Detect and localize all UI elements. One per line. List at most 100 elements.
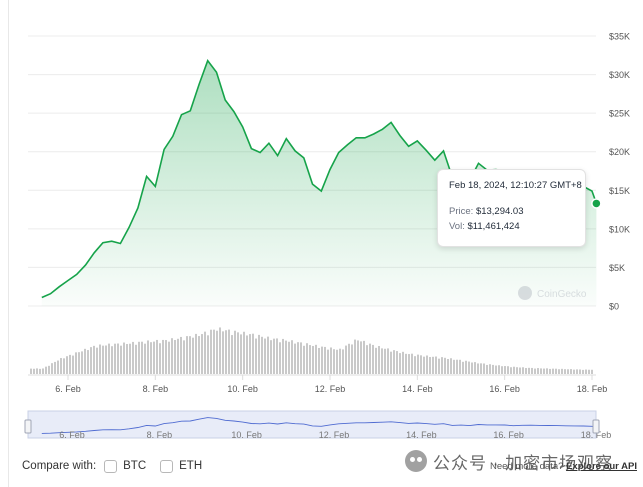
y-tick-label: $25K <box>609 109 630 119</box>
volume-bar <box>87 350 89 374</box>
volume-bar <box>423 356 425 374</box>
volume-bar <box>426 355 428 374</box>
volume-bar <box>168 341 170 374</box>
x-tick-label: 12. Feb <box>315 384 346 394</box>
volume-bar <box>420 355 422 374</box>
volume-bar <box>537 368 539 374</box>
x-tick-label: 10. Feb <box>227 384 258 394</box>
volume-bar <box>336 349 338 374</box>
volume-bar <box>135 344 137 374</box>
volume-bar <box>507 366 509 374</box>
navigator-x-labels: 6. Feb 8. Feb 10. Feb 12. Feb 14. Feb 16. Feb… <box>59 430 611 440</box>
volume-bar <box>405 353 407 374</box>
volume-bar <box>546 368 548 374</box>
volume-bar <box>57 360 59 374</box>
volume-bar <box>585 369 587 374</box>
compare-eth-checkbox[interactable]: ETH <box>160 459 203 473</box>
volume-bar <box>345 345 347 374</box>
x-tick-label: 8. Feb <box>143 384 169 394</box>
tooltip-vol-value: $11,461,424 <box>467 221 520 232</box>
need-more-data-text: Need more data? <box>490 461 564 472</box>
volume-bar <box>297 342 299 374</box>
y-tick-label: $15K <box>609 186 630 196</box>
volume-bar <box>333 349 335 374</box>
x-tick-label: 6. Feb <box>55 384 81 394</box>
volume-bar <box>402 351 404 374</box>
volume-bar <box>459 359 461 374</box>
volume-bar <box>276 338 278 374</box>
navigator[interactable]: 6. Feb 8. Feb 10. Feb 12. Feb 14. Feb 16. Feb… <box>24 410 611 440</box>
volume-bar <box>513 366 515 374</box>
hover-point <box>591 198 602 209</box>
volume-bar <box>303 345 305 374</box>
explore-api-link[interactable]: Explore our API <box>566 461 637 472</box>
volume-bar <box>552 368 554 374</box>
volume-bar <box>246 335 248 374</box>
volume-bar <box>51 363 53 374</box>
volume-bar <box>273 338 275 374</box>
volume-bar <box>582 369 584 374</box>
volume-bar <box>519 367 521 374</box>
volume-bar <box>369 343 371 374</box>
volume-bar <box>378 346 380 374</box>
volume-bar <box>141 341 143 374</box>
volume-bar <box>396 351 398 374</box>
navigator-left-handle[interactable] <box>24 419 32 434</box>
volume-bar <box>504 366 506 374</box>
btc-checkbox-label: BTC <box>123 460 147 472</box>
y-tick-label: $35K <box>609 32 630 42</box>
volume-bar <box>117 343 119 374</box>
volume-bar <box>105 345 107 374</box>
volume-bar <box>543 368 545 374</box>
volume-bar <box>138 341 140 374</box>
volume-bar <box>453 359 455 374</box>
navigator-right-handle[interactable] <box>592 419 600 434</box>
volume-bar <box>162 339 164 374</box>
volume-bar <box>483 363 485 374</box>
volume-bar <box>282 338 284 374</box>
volume-bar <box>414 356 416 374</box>
volume-bar <box>492 364 494 374</box>
volume-bar <box>126 344 128 374</box>
volume-bar <box>462 361 464 374</box>
volume-bar <box>129 343 131 374</box>
x-axis-labels: 6. Feb 8. Feb 10. Feb 12. Feb 14. Feb 16. Feb… <box>55 375 607 394</box>
volume-bar <box>156 339 158 374</box>
compare-btc-checkbox[interactable]: BTC <box>104 459 147 473</box>
volume-bar <box>228 329 230 374</box>
navigator-window[interactable] <box>27 410 597 439</box>
coingecko-watermark: CoinGecko <box>518 286 587 300</box>
coingecko-watermark-text: CoinGecko <box>537 289 587 300</box>
volume-bar <box>417 354 419 374</box>
volume-bar <box>450 358 452 374</box>
volume-bar <box>555 368 557 374</box>
volume-bar <box>381 348 383 374</box>
y-tick-label: $30K <box>609 70 630 80</box>
volume-bar <box>210 329 212 374</box>
volume-bar <box>579 369 581 374</box>
volume-bar <box>576 369 578 374</box>
volume-bar <box>72 355 74 374</box>
volume-bar <box>48 365 50 374</box>
eth-checkbox-box[interactable] <box>160 459 174 473</box>
volume-bar <box>441 357 443 374</box>
volume-bar <box>315 344 317 374</box>
volume-bar <box>372 344 374 374</box>
compare-label: Compare with: <box>22 460 97 472</box>
eth-checkbox-label: ETH <box>179 460 203 472</box>
volume-bar <box>174 339 176 374</box>
volume-bar <box>354 339 356 374</box>
volume-bar <box>183 340 185 374</box>
tooltip-vol-label: Vol: <box>449 221 465 232</box>
navigator-x-tick-label: 8. Feb <box>147 430 173 440</box>
btc-checkbox-box[interactable] <box>104 459 118 473</box>
volume-bar <box>204 331 206 374</box>
volume-bar <box>165 340 167 374</box>
volume-bar <box>444 357 446 374</box>
y-axis-labels: $35K $30K $25K $20K $15K $10K $5K $0 <box>609 32 630 312</box>
volume-bar <box>477 363 479 374</box>
volume-bar <box>375 347 377 374</box>
volume-bar <box>309 345 311 374</box>
volume-bar <box>465 360 467 374</box>
